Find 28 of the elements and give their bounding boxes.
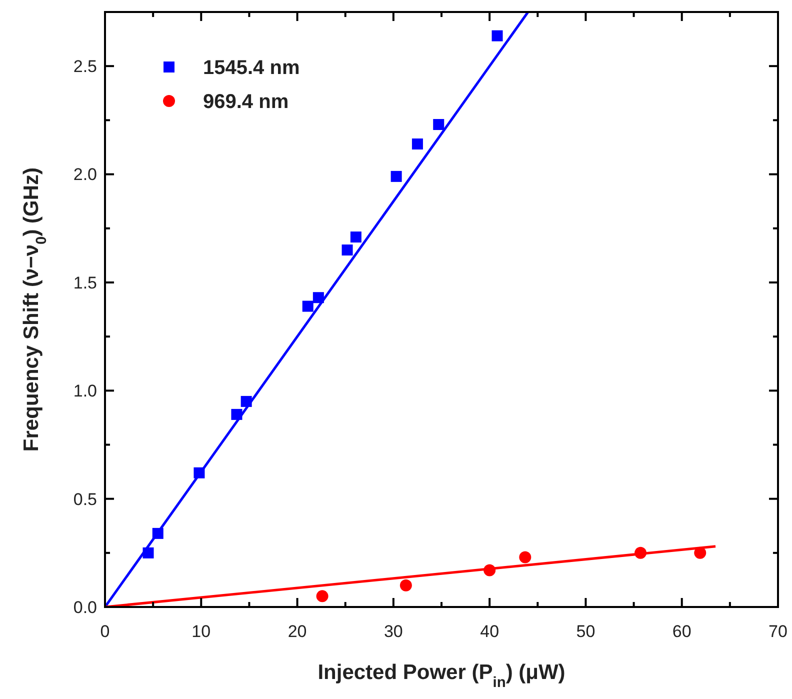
- x-tick-label: 40: [480, 622, 500, 641]
- y-tick-label: 2.5: [73, 57, 97, 76]
- point: [400, 579, 412, 592]
- x-tick-label: 60: [672, 622, 692, 641]
- y-tick-label: 0.0: [73, 598, 97, 617]
- y-tick-label: 2.0: [73, 165, 97, 184]
- x-tick-label: 50: [576, 622, 596, 641]
- point: [492, 30, 503, 42]
- y-tick-label: 1.0: [73, 382, 97, 401]
- y-tick-label: 1.5: [73, 273, 97, 292]
- point: [350, 232, 362, 243]
- point: [316, 590, 328, 602]
- point: [433, 119, 444, 130]
- x-tick-label: 20: [288, 622, 307, 641]
- point: [312, 292, 324, 304]
- point: [342, 244, 353, 256]
- x-tick-label: 70: [768, 622, 788, 641]
- point: [302, 300, 314, 312]
- legend-label: 1545.4 nm: [203, 57, 300, 79]
- legend-label: 969.4 nm: [203, 91, 289, 113]
- y-tick-label: 0.5: [73, 490, 97, 509]
- point: [519, 551, 532, 564]
- x-tick-label: 10: [192, 622, 211, 641]
- point: [390, 170, 402, 182]
- x-axis-title: Injected Power (P$_{in}$) (μW): [318, 661, 566, 691]
- x-tick-label: 30: [384, 622, 403, 641]
- x-tick-label: 0: [100, 622, 110, 641]
- point: [412, 138, 423, 150]
